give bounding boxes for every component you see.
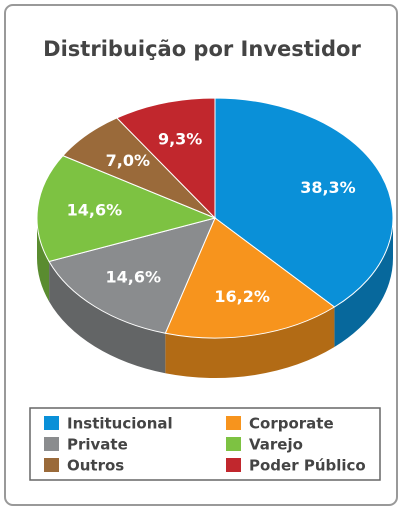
legend-box xyxy=(29,407,381,481)
slice xyxy=(164,217,336,339)
slice xyxy=(214,97,394,308)
legend-swatch xyxy=(44,437,59,451)
value-label: 14,6% xyxy=(67,200,123,219)
slice-side xyxy=(37,218,50,302)
chart-title: Distribuição por Investidor xyxy=(43,37,361,61)
legend-swatch xyxy=(226,416,241,430)
legend-label: Private xyxy=(67,436,128,454)
value-label: 7,0% xyxy=(106,151,150,170)
slice xyxy=(48,217,216,334)
legend-label: Corporate xyxy=(249,415,334,433)
slice xyxy=(115,97,216,220)
legend-swatch xyxy=(44,416,59,430)
legend-label: Outros xyxy=(67,457,124,475)
value-label: 14,6% xyxy=(105,268,161,287)
slice-side xyxy=(165,307,335,378)
legend-label: Varejo xyxy=(249,436,303,454)
value-label: 38,3% xyxy=(300,178,356,197)
legend-swatch xyxy=(226,437,241,451)
legend-swatch xyxy=(226,458,241,472)
slice-side xyxy=(49,261,166,374)
legend-label: Institucional xyxy=(67,415,173,433)
legend-swatch xyxy=(44,458,59,472)
value-label: 16,2% xyxy=(214,287,270,306)
legend-label: Poder Público xyxy=(249,457,366,475)
slice xyxy=(36,155,217,263)
slice-side xyxy=(334,218,393,348)
value-label: 9,3% xyxy=(158,129,202,148)
